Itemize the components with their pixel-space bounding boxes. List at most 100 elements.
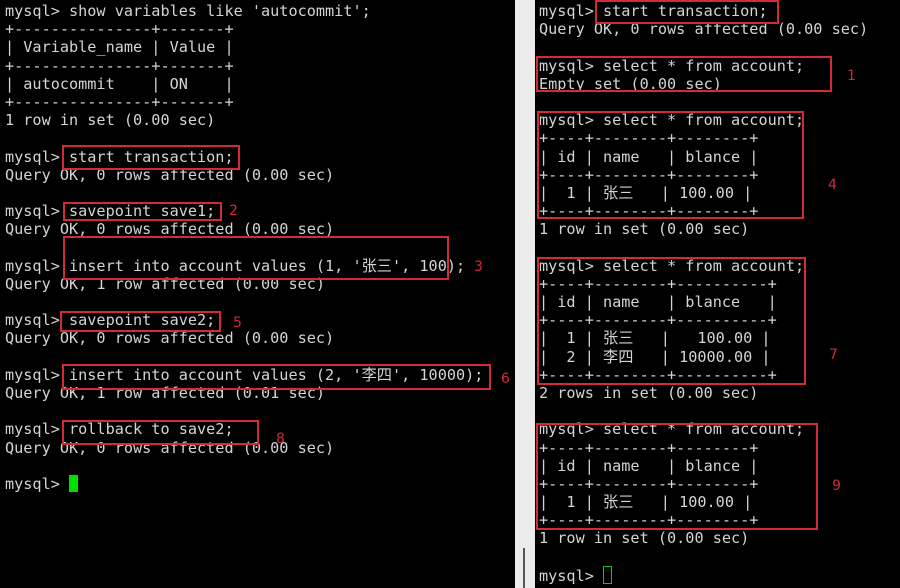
line-text: mysql>: [539, 566, 604, 585]
output-line: [5, 457, 483, 475]
output-line: Query OK, 0 rows affected (0.00 sec): [5, 329, 483, 347]
scrollbar[interactable]: [523, 548, 525, 588]
line-text: 1 row in set (0.00 sec): [5, 111, 216, 130]
annotation-number-9: 9: [832, 478, 841, 494]
command-line: mysql> insert into account values (1, '张…: [5, 257, 483, 275]
line-text: +----+--------+----------+: [539, 311, 777, 330]
annotation-number-8: 8: [276, 431, 285, 447]
output-line: [5, 184, 483, 202]
annotation-number-5: 5: [233, 315, 242, 331]
line-text: mysql> insert into account values (2, '李…: [5, 365, 484, 384]
output-line: Query OK, 0 rows affected (0.00 sec): [5, 166, 483, 184]
line-text: +----+--------+----------+: [539, 365, 777, 384]
table-row: | autocommit | ON |: [5, 75, 483, 93]
line-text: Query OK, 0 rows affected (0.00 sec): [539, 20, 869, 39]
command-line: mysql>: [539, 565, 868, 585]
output-line: [539, 238, 868, 256]
command-line: mysql> savepoint save1;: [5, 202, 483, 220]
annotation-number-3: 3: [474, 259, 483, 275]
line-text: Query OK, 0 rows affected (0.00 sec): [5, 165, 335, 184]
right-terminal[interactable]: mysql> start transaction; Query OK, 0 row…: [535, 0, 900, 588]
line-text: | 1 | 张三 | 100.00 |: [539, 329, 771, 348]
output-line: [539, 38, 868, 56]
output-line: [5, 293, 483, 311]
annotation-number-1: 1: [847, 68, 856, 84]
table-row: +----+--------+----------+: [539, 366, 868, 384]
line-text: mysql> start transaction;: [5, 147, 234, 166]
line-text: +----+--------+--------+: [539, 165, 759, 184]
cursor-icon[interactable]: [603, 565, 613, 584]
line-text: mysql> select * from account;: [539, 256, 805, 275]
annotation-number-2: 2: [229, 203, 238, 219]
table-row: | 1 | 张三 | 100.00 |: [539, 184, 868, 202]
output-line: 1 row in set (0.00 sec): [5, 111, 483, 129]
table-row: | 1 | 张三 | 100.00 |: [539, 329, 868, 347]
annotation-number-6: 6: [501, 371, 510, 387]
cursor-icon[interactable]: [69, 474, 79, 492]
line-text: | id | name | blance |: [539, 293, 777, 311]
line-text: | 1 | 张三 | 100.00 |: [539, 493, 753, 512]
table-row: +---------------+-------+: [5, 57, 483, 75]
line-text: +----+--------+--------+: [539, 438, 759, 457]
line-text: +---------------+-------+: [5, 20, 234, 39]
output-line: 1 row in set (0.00 sec): [539, 529, 868, 547]
command-line: mysql> start transaction;: [5, 148, 483, 166]
table-row: +----+--------+----------+: [539, 311, 868, 329]
output-line: [539, 548, 868, 566]
output-line: 1 row in set (0.00 sec): [539, 220, 868, 238]
line-text: mysql> select * from account;: [539, 56, 805, 75]
command-line: mysql> rollback to save2;: [5, 420, 483, 438]
table-row: +----+--------+----------+: [539, 275, 868, 293]
line-text: 2 rows in set (0.00 sec): [539, 383, 759, 402]
line-text: | 1 | 张三 | 100.00 |: [539, 183, 753, 202]
left-terminal[interactable]: mysql> show variables like 'autocommit';…: [0, 0, 515, 588]
terminal-output: mysql> start transaction; Query OK, 0 row…: [539, 2, 868, 585]
line-text: +----+--------+--------+: [539, 474, 759, 493]
annotation-box-1: [536, 56, 832, 92]
output-line: [5, 402, 483, 420]
annotation-box-start-transaction-right: [595, 0, 779, 24]
line-text: +---------------+-------+: [5, 92, 234, 111]
table-row: +----+--------+--------+: [539, 511, 868, 529]
line-text: +----+--------+--------+: [539, 511, 759, 530]
annotation-box-9: [536, 423, 818, 530]
annotation-box-7: [537, 257, 806, 385]
table-row: +----+--------+--------+: [539, 475, 868, 493]
annotation-box-5: [60, 311, 221, 332]
line-text: Query OK, 0 rows affected (0.00 sec): [5, 329, 335, 348]
annotation-box-start-transaction: [62, 145, 240, 170]
line-text: mysql> select * from account;: [539, 111, 805, 130]
line-text: +---------------+-------+: [5, 56, 234, 75]
table-row: +----+--------+--------+: [539, 166, 868, 184]
line-text: | autocommit | ON |: [5, 74, 234, 93]
line-text: +----+--------+--------+: [539, 129, 759, 148]
command-line: mysql> insert into account values (2, '李…: [5, 366, 483, 384]
output-line: Query OK, 0 rows affected (0.00 sec): [539, 20, 868, 38]
table-row: | id | name | blance |: [539, 457, 868, 475]
table-row: | id | name | blance |: [539, 148, 868, 166]
annotation-box-4: [537, 111, 804, 219]
line-text: | Variable_name | Value |: [5, 38, 234, 57]
line-text: mysql> savepoint save2;: [5, 311, 216, 330]
line-text: Empty set (0.00 sec): [539, 74, 722, 93]
table-row: | id | name | blance |: [539, 293, 868, 311]
command-line: mysql> start transaction;: [539, 2, 868, 20]
command-line: mysql> select * from account;: [539, 257, 868, 275]
output-line: Empty set (0.00 sec): [539, 75, 868, 93]
line-text: mysql> savepoint save1;: [5, 202, 216, 221]
table-row: +----+--------+--------+: [539, 129, 868, 147]
window-divider: [515, 0, 535, 588]
annotation-box-2: [63, 202, 222, 221]
annotation-number-4: 4: [828, 177, 837, 193]
line-text: | id | name | blance |: [539, 456, 759, 475]
line-text: mysql> show variables like 'autocommit';: [5, 2, 371, 20]
command-line: mysql>: [5, 474, 483, 493]
output-line: [539, 402, 868, 420]
table-row: | 1 | 张三 | 100.00 |: [539, 493, 868, 511]
line-text: | 2 | 李四 | 10000.00 |: [539, 347, 771, 366]
table-row: +---------------+-------+: [5, 93, 483, 111]
command-line: mysql> select * from account;: [539, 111, 868, 129]
output-line: Query OK, 0 rows affected (0.00 sec): [5, 220, 483, 238]
line-text: 1 row in set (0.00 sec): [539, 220, 750, 239]
annotation-box-3: [63, 236, 449, 280]
